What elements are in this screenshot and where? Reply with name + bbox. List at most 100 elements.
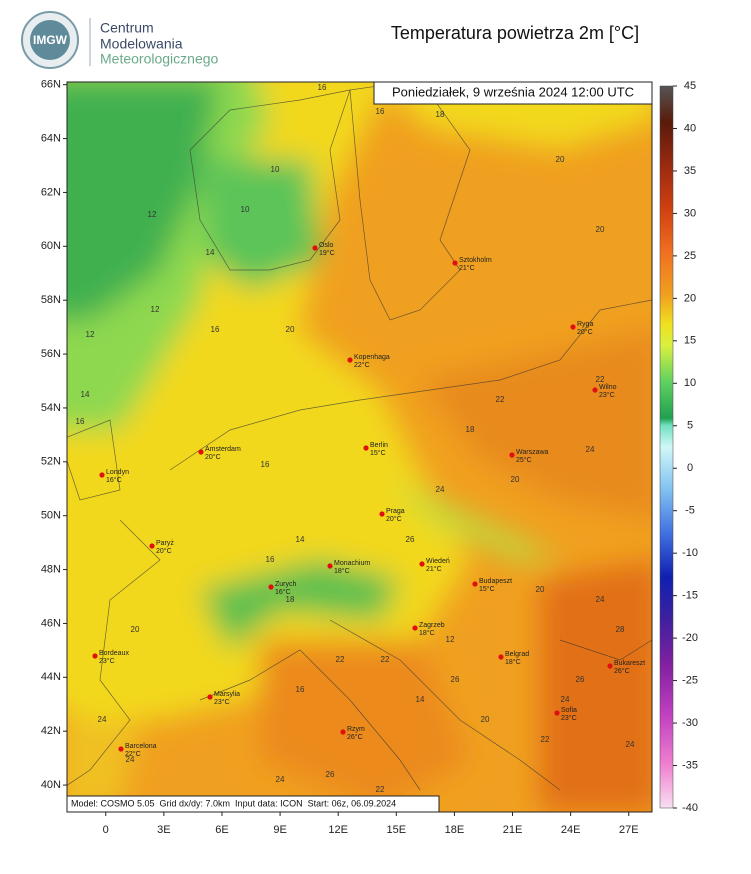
city-temp: 23°C bbox=[214, 698, 230, 706]
contour-label: 22 bbox=[381, 655, 390, 664]
city-name: Bordeaux bbox=[99, 650, 129, 657]
contour-label: 20 bbox=[131, 625, 140, 634]
contour-label: 24 bbox=[276, 775, 285, 784]
city-name: Praga bbox=[386, 508, 405, 515]
contour-label: 14 bbox=[206, 248, 215, 257]
x-tick-label: 18E bbox=[445, 824, 465, 836]
city-temp: 25°C bbox=[516, 456, 532, 464]
x-tick-label: 21E bbox=[503, 824, 523, 836]
timestamp-box bbox=[373, 81, 653, 105]
colorbar-label: -10 bbox=[682, 547, 698, 559]
colorbar-label: 35 bbox=[684, 165, 696, 177]
city-temp: 20°C bbox=[156, 547, 172, 555]
city-temp: 20°C bbox=[205, 453, 221, 461]
contour-label: 12 bbox=[446, 635, 455, 644]
colorbar-label: 0 bbox=[687, 462, 693, 474]
city-temp: 23°C bbox=[561, 714, 577, 722]
contour-label: 20 bbox=[536, 585, 545, 594]
colorbar-label: -40 bbox=[682, 802, 698, 814]
city-marker bbox=[149, 543, 155, 549]
contour-label: 16 bbox=[318, 83, 327, 92]
contour-label: 24 bbox=[98, 715, 107, 724]
city-name: Rzym bbox=[347, 726, 365, 733]
city-name: Oslo bbox=[319, 242, 334, 249]
city-name: Marsylia bbox=[214, 691, 240, 698]
city-name: Londyn bbox=[106, 469, 129, 476]
contour-label: 16 bbox=[296, 685, 305, 694]
city-marker bbox=[327, 563, 333, 569]
x-tick-label: 0 bbox=[103, 824, 109, 836]
y-tick-label: 40N bbox=[41, 779, 61, 791]
city-marker bbox=[207, 694, 213, 700]
city-name: Budapeszt bbox=[479, 578, 512, 585]
x-tick-label: 12E bbox=[328, 824, 348, 836]
city-marker bbox=[509, 452, 515, 458]
city-name: Paryż bbox=[156, 540, 174, 547]
contour-label: 14 bbox=[81, 390, 90, 399]
contour-label: 18 bbox=[436, 110, 445, 119]
city-temp: 16°C bbox=[106, 476, 122, 484]
city-marker bbox=[419, 561, 425, 567]
colorbar-label: 5 bbox=[687, 420, 693, 432]
temperature-field bbox=[67, 82, 652, 812]
city-marker bbox=[312, 245, 318, 251]
contour-label: 20 bbox=[481, 715, 490, 724]
y-tick-label: 46N bbox=[41, 617, 61, 629]
city-name: Sztokholm bbox=[459, 257, 492, 264]
city-name: Kopenhaga bbox=[354, 354, 390, 361]
y-tick-label: 60N bbox=[41, 240, 61, 252]
org-line: Meteorologicznego bbox=[100, 51, 219, 67]
contour-label: 22 bbox=[496, 395, 505, 404]
colorbar-label: 20 bbox=[684, 292, 696, 304]
city-temp: 19°C bbox=[319, 249, 335, 257]
city-temp: 26°C bbox=[614, 667, 630, 675]
city-marker bbox=[472, 581, 478, 587]
city-marker bbox=[498, 654, 504, 660]
y-tick-label: 44N bbox=[41, 671, 61, 683]
city-temp: 22°C bbox=[125, 750, 141, 758]
city-name: Amsterdam bbox=[205, 446, 241, 453]
contour-label: 24 bbox=[436, 485, 445, 494]
city-marker bbox=[99, 472, 105, 478]
city-marker bbox=[118, 746, 124, 752]
city-name: Zagrzeb bbox=[419, 622, 445, 629]
x-tick-label: 6E bbox=[215, 824, 228, 836]
city-marker bbox=[347, 357, 353, 363]
contour-label: 22 bbox=[376, 785, 385, 794]
y-tick-label: 56N bbox=[41, 348, 61, 360]
city-marker bbox=[363, 445, 369, 451]
contour-label: 22 bbox=[336, 655, 345, 664]
contour-label: 18 bbox=[466, 425, 475, 434]
contour-label: 22 bbox=[596, 375, 605, 384]
contour-label: 20 bbox=[596, 225, 605, 234]
contour-label: 12 bbox=[148, 210, 157, 219]
x-tick-label: 3E bbox=[157, 824, 170, 836]
y-tick-label: 64N bbox=[41, 132, 61, 144]
city-marker bbox=[340, 729, 346, 735]
city-name: Sofia bbox=[561, 707, 577, 714]
city-name: Berlin bbox=[370, 442, 388, 449]
contour-label: 28 bbox=[616, 625, 625, 634]
city-temp: 21°C bbox=[459, 264, 475, 272]
colorbar-label: -30 bbox=[682, 717, 698, 729]
city-name: Warszawa bbox=[516, 449, 549, 456]
contour-label: 24 bbox=[596, 595, 605, 604]
contour-label: 18 bbox=[286, 595, 295, 604]
city-marker bbox=[592, 387, 598, 393]
contour-label: 16 bbox=[266, 555, 275, 564]
city-marker bbox=[452, 260, 458, 266]
contour-label: 26 bbox=[406, 535, 415, 544]
y-tick-label: 66N bbox=[41, 79, 61, 91]
contour-label: 16 bbox=[376, 107, 385, 116]
city-temp: 18°C bbox=[419, 629, 435, 637]
contour-label: 24 bbox=[586, 445, 595, 454]
contour-label: 20 bbox=[556, 155, 565, 164]
logo-inner bbox=[30, 20, 70, 60]
contour-label: 16 bbox=[76, 417, 85, 426]
city-temp: 23°C bbox=[599, 391, 615, 399]
city-marker bbox=[412, 625, 418, 631]
city-marker bbox=[198, 449, 204, 455]
city-temp: 16°C bbox=[275, 588, 291, 596]
org-line: Modelowania bbox=[100, 36, 183, 52]
city-marker bbox=[554, 710, 560, 716]
